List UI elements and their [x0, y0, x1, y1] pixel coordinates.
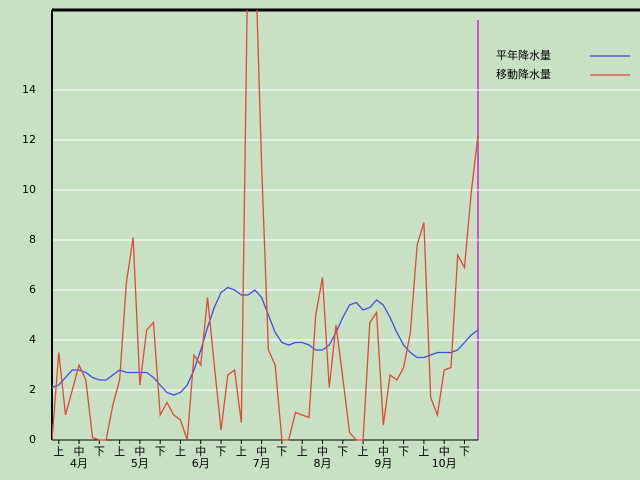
- y-tick-label: 6: [29, 283, 36, 296]
- month-label: 9月: [374, 457, 392, 470]
- x-tick-label: 中: [134, 445, 145, 458]
- month-label: 5月: [131, 457, 149, 470]
- y-tick-label: 2: [29, 383, 36, 396]
- x-tick-label: 下: [94, 445, 105, 458]
- x-tick-label: 中: [256, 445, 267, 458]
- x-tick-label: 上: [114, 445, 125, 458]
- legend-label: 移動降水量: [496, 67, 551, 81]
- x-tick-label: 上: [53, 445, 64, 458]
- y-tick-label: 0: [29, 433, 36, 446]
- month-label: 10月: [432, 457, 457, 470]
- x-tick-label: 下: [398, 445, 409, 458]
- x-tick-label: 下: [459, 445, 470, 458]
- y-tick-label: 14: [22, 83, 36, 96]
- month-label: 8月: [313, 457, 331, 470]
- x-tick-label: 下: [155, 445, 166, 458]
- month-label: 4月: [70, 457, 88, 470]
- x-tick-label: 中: [317, 445, 328, 458]
- series-line: [52, 286, 479, 396]
- x-tick-label: 上: [175, 445, 186, 458]
- legend-label: 平年降水量: [496, 48, 551, 62]
- x-tick-label: 下: [216, 445, 227, 458]
- y-tick-label: 12: [22, 133, 36, 146]
- series-line: [52, 10, 479, 441]
- x-tick-label: 上: [236, 445, 247, 458]
- x-tick-label: 中: [195, 445, 206, 458]
- x-tick-label: 下: [276, 445, 287, 458]
- y-tick-label: 8: [29, 233, 36, 246]
- x-tick-label: 下: [337, 445, 348, 458]
- x-tick-label: 上: [418, 445, 429, 458]
- y-tick-label: 10: [22, 183, 36, 196]
- x-tick-label: 上: [358, 445, 369, 458]
- x-tick-label: 中: [378, 445, 389, 458]
- y-tick-label: 4: [29, 333, 36, 346]
- month-label: 7月: [253, 457, 271, 470]
- x-tick-label: 上: [297, 445, 308, 458]
- month-label: 6月: [192, 457, 210, 470]
- x-tick-label: 中: [74, 445, 85, 458]
- plot-area: [52, 10, 479, 441]
- x-tick-label: 中: [439, 445, 450, 458]
